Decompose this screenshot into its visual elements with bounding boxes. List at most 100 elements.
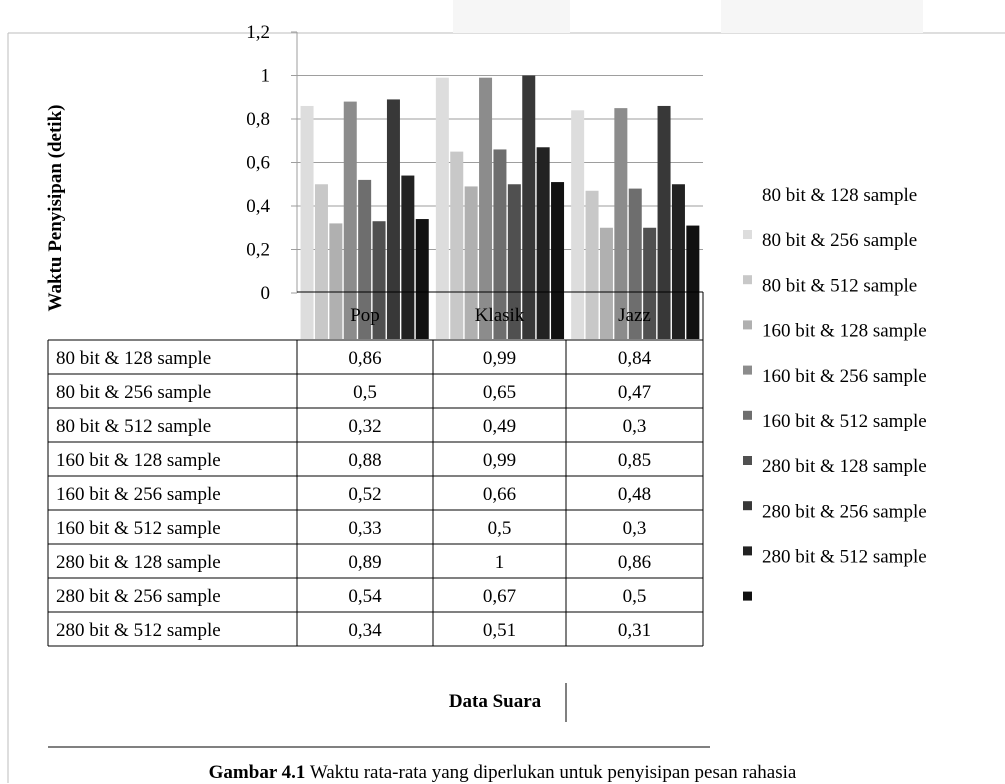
bars — [300, 75, 700, 340]
caption-label: Gambar 4.1 — [208, 762, 306, 783]
bar — [464, 186, 478, 339]
y-tick-label: 0,8 — [246, 109, 270, 130]
bar — [300, 105, 314, 339]
table-row-label: 280 bit & 256 sample — [56, 586, 221, 607]
bar — [507, 184, 521, 339]
legend-swatch — [743, 275, 752, 285]
table-cell: 0,67 — [483, 586, 516, 607]
legend-swatch — [743, 230, 752, 239]
background-band — [453, 0, 570, 33]
table-cell: 0,49 — [483, 416, 516, 437]
table-cell: 0,85 — [618, 450, 651, 471]
y-axis: 0 0,2 0,4 0,6 0,8 1 1,2 — [246, 22, 298, 304]
bar — [585, 190, 599, 339]
caption-text: Waktu rata-rata yang diperlukan untuk pe… — [305, 762, 797, 783]
bar — [686, 225, 700, 339]
table-cell: 0,3 — [623, 416, 647, 437]
table-cell: 0,5 — [623, 586, 647, 607]
figure-caption: Gambar 4.1 Waktu rata-rata yang diperluk… — [0, 762, 1005, 784]
table-cell: 0,3 — [623, 518, 647, 539]
bar — [657, 105, 671, 339]
bar — [571, 110, 585, 339]
legend-label: 80 bit & 512 sample — [762, 275, 917, 296]
table-cell: 0,47 — [618, 382, 651, 403]
y-tick-label: 0 — [261, 283, 271, 304]
table-cell: 0,5 — [353, 382, 377, 403]
legend-label: 280 bit & 256 sample — [762, 501, 927, 522]
bar — [536, 147, 550, 339]
bar — [435, 77, 449, 340]
data-table: Pop Klasik Jazz 80 bit & 128 sample 0,86 0,99… — [47, 291, 704, 647]
table-cell: 0,54 — [348, 586, 382, 607]
x-tick-label: Klasik — [475, 305, 525, 326]
bar — [614, 108, 628, 339]
table-row-label: 80 bit & 128 sample — [56, 348, 211, 369]
table-cell: 0,32 — [348, 416, 381, 437]
table-cell: 0,89 — [348, 552, 381, 573]
table-cell: 0,33 — [348, 518, 381, 539]
bar — [343, 101, 357, 339]
legend-label: 160 bit & 128 sample — [762, 321, 927, 342]
legend-swatch — [743, 320, 752, 330]
y-tick-label: 0,2 — [246, 240, 270, 261]
legend-swatch — [743, 591, 752, 601]
bar — [372, 221, 386, 339]
table-cell: 0,48 — [618, 484, 651, 505]
bar — [401, 175, 415, 339]
table-cell: 0,31 — [618, 620, 651, 641]
x-axis-label: Data Suara — [449, 691, 542, 712]
table-cell: 0,66 — [483, 484, 516, 505]
y-tick-label: 0,6 — [246, 153, 270, 174]
legend-swatch — [743, 410, 752, 420]
bar — [314, 184, 328, 339]
legend-swatch — [743, 546, 752, 556]
legend-label: 280 bit & 128 sample — [762, 456, 927, 477]
bar — [415, 219, 429, 339]
bar — [522, 75, 536, 339]
legend-swatch — [743, 365, 752, 375]
y-axis-label: Waktu Penyisipan (detik) — [45, 105, 66, 312]
table-cell: 0,88 — [348, 450, 381, 471]
x-tick-label: Pop — [350, 305, 380, 326]
legend-label: 280 bit & 512 sample — [762, 547, 927, 568]
bar — [329, 223, 343, 339]
bar — [643, 227, 657, 339]
table-row-label: 280 bit & 128 sample — [56, 552, 221, 573]
bar — [479, 77, 493, 340]
table-cell: 0,86 — [618, 552, 651, 573]
y-tick-label: 1,2 — [246, 22, 270, 43]
y-tick-label: 1 — [261, 66, 271, 87]
legend-label: 80 bit & 128 sample — [762, 185, 917, 206]
bar — [358, 179, 372, 339]
legend: 80 bit & 128 sample 80 bit & 256 sample 80… — [743, 185, 927, 601]
table-cell: 0,5 — [488, 518, 512, 539]
legend-label: 160 bit & 512 sample — [762, 411, 927, 432]
table-cell: 1 — [495, 552, 505, 573]
table-cell: 0,86 — [348, 348, 381, 369]
table-cell: 0,84 — [618, 348, 652, 369]
table-cell: 0,99 — [483, 348, 516, 369]
y-tick-label: 0,4 — [246, 196, 270, 217]
bar — [671, 184, 685, 339]
table-cell: 0,51 — [483, 620, 516, 641]
bar — [450, 151, 464, 339]
table-row-label: 80 bit & 256 sample — [56, 382, 211, 403]
table-row-label: 160 bit & 128 sample — [56, 450, 221, 471]
bar — [386, 99, 400, 339]
bar — [628, 188, 642, 339]
bar — [599, 227, 613, 339]
bar — [551, 182, 565, 339]
table-row-label: 160 bit & 256 sample — [56, 484, 221, 505]
table-row-label: 160 bit & 512 sample — [56, 518, 221, 539]
x-tick-label: Jazz — [618, 305, 651, 326]
legend-swatch — [743, 456, 752, 465]
legend-label: 80 bit & 256 sample — [762, 230, 917, 251]
legend-label: 160 bit & 256 sample — [762, 366, 927, 387]
legend-swatch — [743, 501, 752, 511]
table-cell: 0,34 — [348, 620, 382, 641]
table-cell: 0,52 — [348, 484, 381, 505]
background-band — [721, 0, 923, 33]
table-cell: 0,65 — [483, 382, 516, 403]
table-row-label: 80 bit & 512 sample — [56, 416, 211, 437]
